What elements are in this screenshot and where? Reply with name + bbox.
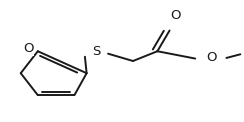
Text: O: O: [23, 42, 33, 55]
Text: S: S: [92, 45, 101, 58]
Text: O: O: [206, 51, 216, 64]
Text: O: O: [170, 9, 181, 22]
